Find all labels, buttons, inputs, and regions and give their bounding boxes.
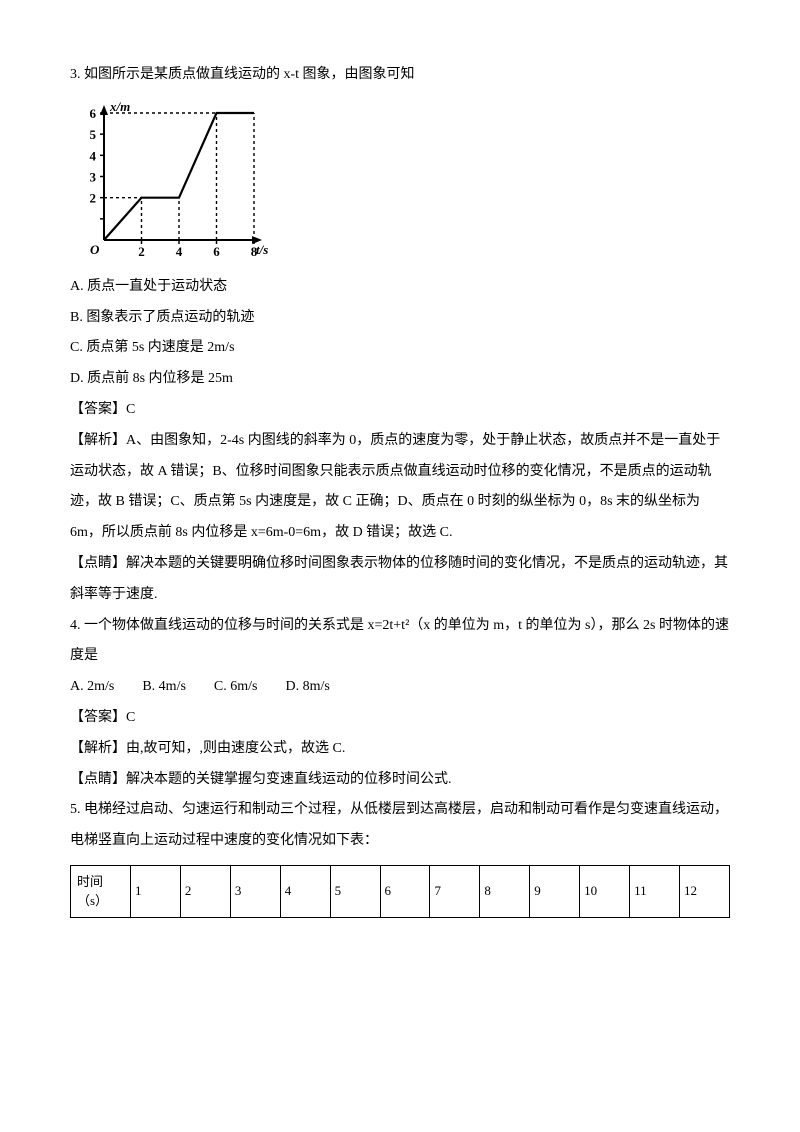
table-cell: 6 [380,865,430,917]
table-cell: 2 [180,865,230,917]
table-cell: 4 [280,865,330,917]
q3-answer: 【答案】C [70,395,730,426]
q4-explain: 【解析】由,故可知，,则由速度公式，故选 C. [70,734,730,765]
svg-text:2: 2 [138,244,145,259]
q4-stem: 4. 一个物体做直线运动的位移与时间的关系式是 x=2t+t²（x 的单位为 m… [70,611,730,673]
table-cell: 11 [630,865,680,917]
svg-text:x/m: x/m [109,99,130,114]
q3-option-d: D. 质点前 8s 内位移是 25m [70,364,730,395]
svg-text:4: 4 [90,148,97,163]
svg-text:8: 8 [251,244,258,259]
table-cell: 12 [679,865,729,917]
table-cell: 10 [580,865,630,917]
svg-text:t/s: t/s [256,242,268,257]
svg-text:4: 4 [176,244,183,259]
q3-chart: x/m t/s O 2 3 4 5 6 2 4 6 8 [70,99,730,264]
svg-text:O: O [90,242,100,257]
table-cell: 9 [530,865,580,917]
table-cell: 5 [330,865,380,917]
table-cell: 8 [480,865,530,917]
q3-explain: 【解析】A、由图象知，2-4s 内图线的斜率为 0，质点的速度为零，处于静止状态… [70,426,730,549]
q5-stem: 5. 电梯经过启动、匀速运行和制动三个过程，从低楼层到达高楼层，启动和制动可看作… [70,795,730,857]
table-cell: 1 [131,865,181,917]
table-row-header: 时间（s） [71,865,131,917]
q3-tip: 【点睛】解决本题的关键要明确位移时间图象表示物体的位移随时间的变化情况，不是质点… [70,549,730,611]
q3-option-c: C. 质点第 5s 内速度是 2m/s [70,333,730,364]
q4-answer: 【答案】C [70,703,730,734]
q3-stem: 3. 如图所示是某质点做直线运动的 x-t 图象，由图象可知 [70,60,730,91]
svg-text:5: 5 [90,127,97,142]
q3-option-a: A. 质点一直处于运动状态 [70,272,730,303]
table-cell: 3 [230,865,280,917]
table-cell: 7 [430,865,480,917]
q4-options: A. 2m/s B. 4m/s C. 6m/s D. 8m/s [70,672,730,703]
q4-tip: 【点睛】解决本题的关键掌握匀变速直线运动的位移时间公式. [70,765,730,796]
q3-option-b: B. 图象表示了质点运动的轨迹 [70,303,730,334]
svg-text:3: 3 [90,169,97,184]
q5-table: 时间（s）123456789101112 [70,865,730,918]
q3-options: A. 质点一直处于运动状态 B. 图象表示了质点运动的轨迹 C. 质点第 5s … [70,272,730,395]
svg-text:6: 6 [90,106,97,121]
svg-text:2: 2 [90,190,97,205]
svg-text:6: 6 [213,244,220,259]
